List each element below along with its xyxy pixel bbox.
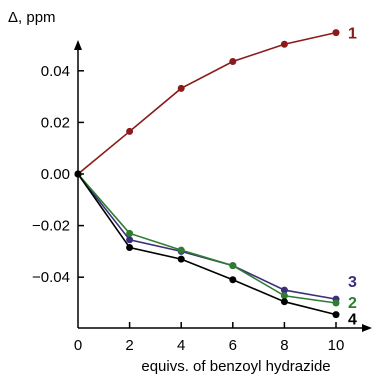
x-tick-label: 0 xyxy=(74,337,82,354)
series-1-label: 1 xyxy=(348,26,357,43)
x-tick-label: 8 xyxy=(280,337,288,354)
y-axis-arrow xyxy=(74,40,82,50)
series-3-point xyxy=(126,236,134,244)
series-1-point xyxy=(229,58,237,66)
series-1-point xyxy=(280,40,288,48)
x-tick-label: 2 xyxy=(125,337,133,354)
series-2-point xyxy=(229,262,237,270)
series-1-point xyxy=(332,29,340,37)
series-4-point xyxy=(177,255,185,263)
ticks: 0 2 4 6 8 10 0.04 0.02 0.00 −0.02 −0.04 xyxy=(32,63,344,354)
series-2-point xyxy=(177,246,185,254)
x-tick-label: 4 xyxy=(177,337,185,354)
y-tick-label: −0.02 xyxy=(32,218,70,235)
x-tick-label: 6 xyxy=(229,337,237,354)
series-group: 1 3 24 xyxy=(74,26,357,329)
axes xyxy=(74,40,372,332)
x-axis-title: equivs. of benzoyl hydrazide xyxy=(141,358,330,375)
series-1-point xyxy=(177,84,185,92)
y-tick-label: −0.04 xyxy=(32,269,70,286)
y-tick-label: 0.00 xyxy=(41,166,70,183)
series-4-point xyxy=(280,298,288,306)
y-axis-title: Δ, ppm xyxy=(8,9,56,26)
series-1-point xyxy=(126,127,134,135)
series-3-point xyxy=(280,286,288,294)
series-4-label: 4 xyxy=(348,312,357,329)
series-4-point xyxy=(332,311,340,319)
series-2-point xyxy=(126,229,134,237)
series-2-line xyxy=(77,173,337,304)
series-4-line xyxy=(77,173,337,316)
series-3-label: 3 xyxy=(348,274,357,291)
series-3-line xyxy=(77,173,337,300)
series-4-point xyxy=(126,244,134,252)
series-2-point xyxy=(332,299,340,307)
x-tick-label: 10 xyxy=(328,337,345,354)
series-2-label: 2 xyxy=(348,295,357,312)
series-4-point xyxy=(74,170,82,178)
series-2-point xyxy=(280,292,288,300)
y-tick-label: 0.02 xyxy=(41,114,70,131)
series-4-point xyxy=(229,276,237,284)
series-1-line xyxy=(77,31,337,175)
y-tick-label: 0.04 xyxy=(41,63,70,80)
x-axis-arrow xyxy=(362,324,372,332)
